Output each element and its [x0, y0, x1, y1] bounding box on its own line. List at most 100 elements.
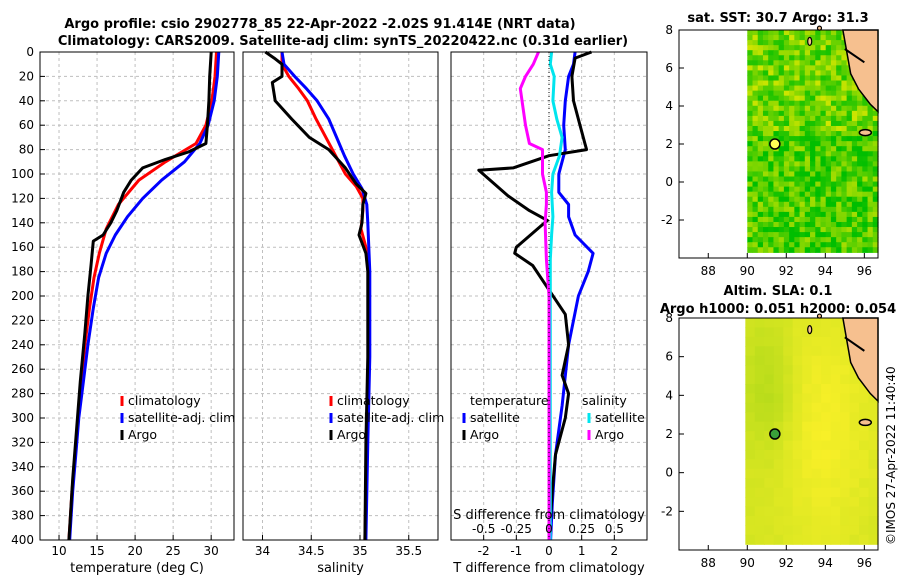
- heatmap-cell: [764, 421, 775, 432]
- heatmap-cell: [862, 105, 869, 112]
- heatmap-cell: [810, 181, 816, 188]
- heatmap-cell: [783, 131, 790, 137]
- heatmap-cell: [747, 75, 754, 82]
- heatmap-cell: [815, 75, 822, 82]
- sst-map-panel: sat. SST: 30.7 Argo: 31.3 88 90 92 94 96 -2 0 2 4…: [661, 11, 879, 278]
- heatmap-cell: [841, 237, 848, 243]
- heatmap-cell: [747, 141, 754, 147]
- heatmap-cell: [768, 186, 775, 193]
- heatmap-cell: [794, 35, 801, 41]
- heatmap-cell: [851, 181, 858, 188]
- map-y-tick-label: 8: [665, 311, 673, 325]
- heatmap-cell: [794, 95, 801, 102]
- heatmap-cell: [810, 110, 816, 117]
- heatmap-cell: [783, 110, 790, 117]
- heatmap-cell: [783, 201, 790, 208]
- heatmap-cell: [752, 65, 759, 72]
- sla-map-panel: Altim. SLA: 0.1 Argo h1000: 0.051 h2000: …: [660, 284, 896, 570]
- heatmap-cell: [773, 70, 780, 77]
- y-tick-label: 220: [11, 313, 34, 327]
- heatmap-cell: [773, 110, 780, 117]
- heatmap-cell: [830, 146, 837, 152]
- heatmap-cell: [783, 35, 790, 41]
- heatmap-cell: [836, 35, 842, 41]
- coastline: [844, 48, 865, 64]
- heatmap-cell: [811, 431, 822, 442]
- sal-legend-0-label: climatology: [337, 393, 410, 408]
- heatmap-cell: [762, 237, 769, 243]
- heatmap-cell: [778, 181, 785, 188]
- heatmap-cell: [815, 166, 822, 173]
- heatmap-cell: [804, 55, 811, 61]
- heatmap-cell: [836, 156, 842, 162]
- heatmap-cell: [745, 440, 756, 451]
- legend-salinity-title: salinity: [582, 393, 627, 408]
- heatmap-cell: [773, 412, 784, 423]
- heatmap-cell: [820, 55, 827, 61]
- heatmap-cell: [836, 45, 842, 51]
- heatmap-cell: [846, 186, 853, 193]
- x2-tick-label: 0.5: [605, 522, 624, 536]
- y-tick-label: 340: [11, 460, 34, 474]
- heatmap-cell: [804, 206, 811, 213]
- heatmap-cell: [762, 156, 769, 162]
- heatmap-cell: [857, 110, 863, 117]
- heatmap-cell: [846, 176, 853, 183]
- heatmap-cell: [830, 211, 837, 218]
- heatmap-cell: [872, 211, 879, 218]
- heatmap-cell: [846, 166, 853, 173]
- heatmap-cell: [872, 176, 879, 183]
- heatmap-cell: [859, 525, 870, 536]
- heatmap-cell: [778, 55, 785, 61]
- heatmap-cell: [762, 146, 769, 152]
- heatmap-cell: [862, 115, 869, 122]
- heatmap-cell: [857, 115, 863, 122]
- heatmap-cell: [859, 431, 870, 442]
- heatmap-cell: [764, 487, 775, 498]
- heatmap-cell: [811, 336, 822, 347]
- heatmap-cell: [773, 421, 784, 432]
- heatmap-cell: [747, 100, 754, 107]
- heatmap-cell: [752, 206, 759, 213]
- heatmap-cell: [825, 125, 832, 132]
- heatmap-cell: [799, 45, 806, 51]
- heatmap-cell: [872, 171, 879, 178]
- heatmap-cell: [825, 55, 832, 61]
- heatmap-cell: [773, 402, 784, 413]
- heatmap-cell: [773, 497, 784, 508]
- heatmap-cell: [810, 196, 816, 203]
- heatmap-cell: [757, 60, 764, 66]
- heatmap-cell: [752, 232, 759, 238]
- heatmap-cell: [846, 131, 853, 137]
- heatmap-cell: [789, 201, 795, 208]
- series-line-climatology: [280, 52, 371, 541]
- heatmap-cell: [773, 355, 784, 366]
- heatmap-cell: [799, 90, 806, 97]
- heatmap-cell: [846, 211, 853, 218]
- heatmap-cell: [862, 151, 869, 157]
- heatmap-cell: [868, 440, 879, 451]
- heatmap-cell: [836, 131, 842, 137]
- heatmap-cell: [792, 459, 803, 470]
- heatmap-cell: [811, 327, 822, 338]
- heatmap-cell: [783, 421, 794, 432]
- heatmap-cell: [836, 151, 842, 157]
- heatmap-cell: [830, 131, 837, 137]
- heatmap-cell: [768, 70, 775, 77]
- heatmap-cell: [867, 181, 874, 188]
- heatmap-cell: [745, 421, 756, 432]
- heatmap-cell: [836, 242, 842, 248]
- x-tick-label: 0: [545, 544, 553, 558]
- heatmap-cell: [810, 156, 816, 162]
- heatmap-cell: [836, 196, 842, 203]
- heatmap-cell: [804, 161, 811, 168]
- heatmap-cell: [830, 431, 841, 442]
- heatmap-cell: [836, 211, 842, 218]
- heatmap-cell: [778, 186, 785, 193]
- heatmap-cell: [851, 232, 858, 238]
- heatmap-cell: [792, 412, 803, 423]
- heatmap-cell: [867, 110, 874, 117]
- heatmap-cell: [778, 75, 785, 82]
- heatmap-cell: [778, 90, 785, 97]
- x-tick-label: 20: [127, 544, 142, 558]
